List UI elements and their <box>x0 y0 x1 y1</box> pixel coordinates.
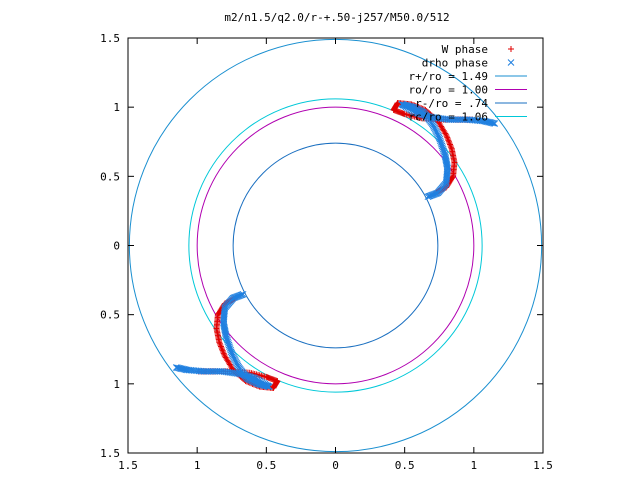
w-phase-point <box>216 340 223 347</box>
w-phase-point <box>219 346 226 353</box>
w-phase-point <box>444 135 451 142</box>
circle-1 <box>196 106 475 385</box>
w-phase-point <box>445 137 452 144</box>
legend-marker-swatch <box>507 59 515 66</box>
legend-label: ro/ro = 1.00 <box>409 84 488 97</box>
w-phase-point <box>443 133 450 140</box>
circle-2 <box>232 142 439 349</box>
drho-phase-point <box>424 193 432 201</box>
x-tick-label: 0.5 <box>395 459 415 472</box>
y-tick-label: 1.5 <box>100 447 120 460</box>
legend-label: r+/ro = 1.49 <box>409 70 488 83</box>
x-tick-label: 1 <box>471 459 478 472</box>
chart-title: m2/n1.5/q2.0/r-+.50-j257/M50.0/512 <box>224 11 449 24</box>
y-tick-label: 1 <box>113 378 120 391</box>
drho-phase-point <box>490 119 497 127</box>
legend-label: r-/ro = .74 <box>415 97 488 110</box>
x-tick-label: 0 <box>332 459 339 472</box>
w-phase-point <box>446 140 453 147</box>
w-phase-point <box>221 353 228 360</box>
w-phase-point <box>442 130 449 137</box>
w-phase-point <box>443 131 450 138</box>
y-tick-label: 0.5 <box>100 309 120 322</box>
legend-label: W phase <box>442 43 488 56</box>
drho-phase-point <box>172 364 180 371</box>
w-phase-point <box>220 350 227 357</box>
w-phase-point <box>219 347 226 354</box>
data-points <box>172 100 499 391</box>
x-tick-label: 1.5 <box>118 459 138 472</box>
w-phase-point <box>222 354 229 361</box>
drho-phase-point <box>239 290 247 298</box>
x-tick-label: 1 <box>194 459 201 472</box>
circle-3 <box>188 98 483 393</box>
w-phase-point <box>220 349 227 356</box>
w-phase-point <box>217 342 224 349</box>
w-phase-point <box>218 344 225 351</box>
legend-marker-swatch <box>508 46 514 52</box>
y-tick-label: 0.5 <box>100 170 120 183</box>
y-tick-label: 1.5 <box>100 32 120 45</box>
legend-label: rc/ro = 1.06 <box>409 111 488 124</box>
w-phase-point <box>448 144 455 151</box>
x-tick-label: 0.5 <box>256 459 276 472</box>
w-phase-point <box>447 141 454 148</box>
w-phase-point <box>217 343 224 350</box>
y-tick-label: 0 <box>113 240 120 253</box>
w-phase-point <box>445 138 452 145</box>
w-phase-point <box>447 142 454 149</box>
drho-phase-point <box>491 120 499 127</box>
w-phase-point <box>221 351 228 358</box>
drho-phase-point <box>174 364 181 372</box>
drho-phase-point <box>488 119 496 127</box>
drho-phase-point <box>175 364 183 372</box>
w-phase-point <box>444 134 451 141</box>
x-tick-label: 1.5 <box>533 459 553 472</box>
legend-label: drho phase <box>422 57 488 70</box>
y-tick-label: 1 <box>113 101 120 114</box>
